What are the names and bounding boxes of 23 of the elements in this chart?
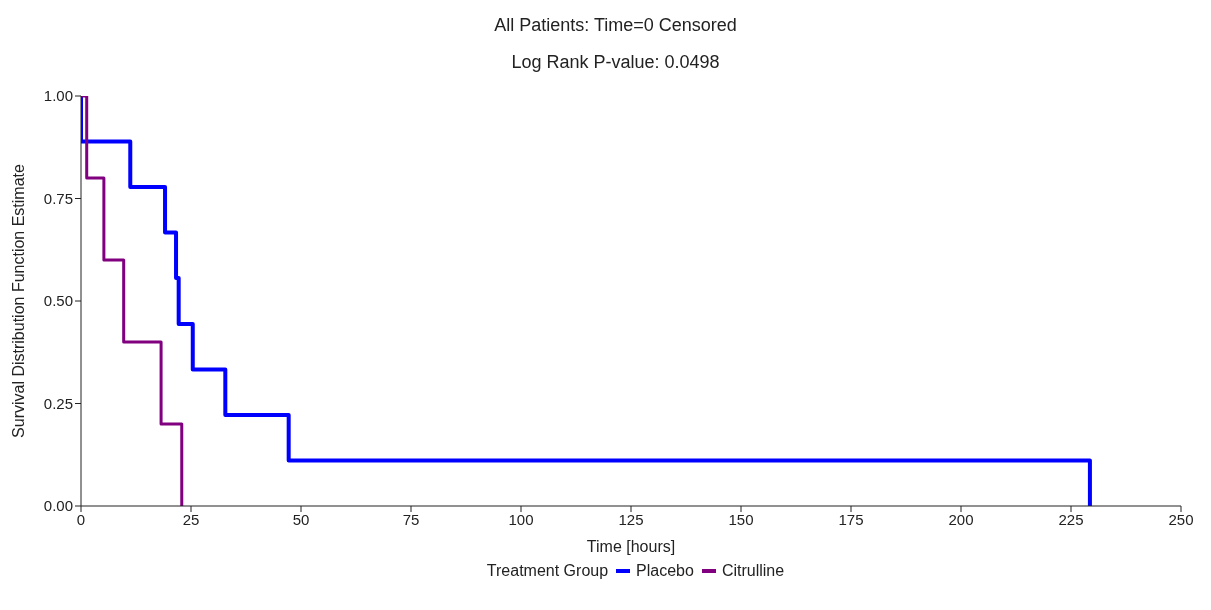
- y-tick-label: 0.75: [43, 189, 73, 207]
- y-tick-label: 1.00: [43, 87, 73, 105]
- y-tick-label: 0.50: [43, 292, 73, 310]
- x-tick-label: 150: [728, 510, 754, 528]
- chart-title: All Patients: Time=0 Censored: [493, 14, 738, 37]
- x-tick-label: 250: [1168, 510, 1194, 528]
- chart-subtitle: Log Rank P-value: 0.0498: [510, 51, 721, 74]
- x-tick-label: 225: [1058, 510, 1084, 528]
- legend-label: Citrulline: [720, 562, 785, 580]
- y-tick-label: 0.00: [43, 497, 73, 515]
- legend-title: Treatment Group: [486, 562, 609, 580]
- x-tick-label: 25: [182, 510, 200, 528]
- x-tick-label: 125: [618, 510, 644, 528]
- x-tick-label: 75: [402, 510, 420, 528]
- x-tick-label: 0: [76, 510, 86, 528]
- x-tick-label: 175: [838, 510, 864, 528]
- x-tick-label: 100: [508, 510, 534, 528]
- y-axis-title: Survival Distribution Function Estimate: [9, 163, 27, 438]
- x-tick-label: 50: [292, 510, 310, 528]
- x-tick-label: 200: [948, 510, 974, 528]
- x-axis-title: Time [hours]: [586, 538, 676, 555]
- legend-label: Placebo: [635, 562, 694, 580]
- y-tick-label: 0.25: [43, 394, 73, 412]
